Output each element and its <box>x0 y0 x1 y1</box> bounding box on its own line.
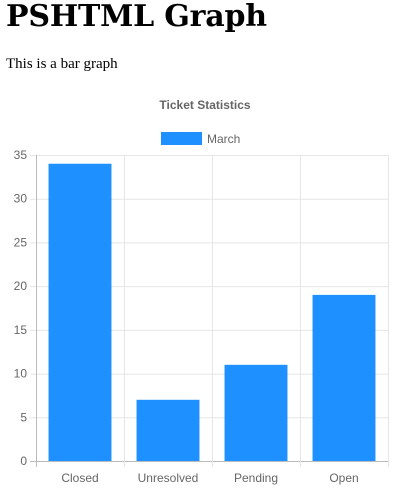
y-tick-label: 30 <box>14 192 28 206</box>
bar-open <box>312 294 376 461</box>
page-subtitle: This is a bar graph <box>6 56 118 72</box>
bar-chart-svg: Ticket Statistics March 0 5 10 15 20 25 30 35 C… <box>14 98 389 485</box>
y-tick-label: 5 <box>20 410 27 424</box>
y-tick-label: 10 <box>14 367 28 381</box>
bar-chart: Ticket Statistics March 0 5 10 15 20 25 30 35 C… <box>0 90 402 495</box>
chart-title: Ticket Statistics <box>159 98 250 112</box>
x-tick-label: Unresolved <box>138 471 199 485</box>
bar-closed <box>48 163 112 461</box>
x-axis-tick-labels: Closed Unresolved Pending Open <box>61 471 358 485</box>
page-title: PSHTML Graph <box>6 0 267 34</box>
chart-legend: March <box>161 132 240 146</box>
x-tick-label: Pending <box>234 471 278 485</box>
y-tick-label: 35 <box>14 148 28 162</box>
x-tick-label: Closed <box>61 471 98 485</box>
y-axis-tick-labels: 0 5 10 15 20 25 30 35 <box>14 148 28 468</box>
y-tick-label: 20 <box>14 279 28 293</box>
bar-unresolved <box>136 399 200 461</box>
y-tick-label: 0 <box>20 454 27 468</box>
y-tick-label: 25 <box>14 235 28 249</box>
chart-bars <box>48 163 376 461</box>
legend-swatch-march <box>161 132 202 145</box>
bar-pending <box>224 364 288 461</box>
x-tick-label: Open <box>329 471 358 485</box>
y-tick-label: 15 <box>14 323 28 337</box>
legend-label-march: March <box>207 132 240 146</box>
